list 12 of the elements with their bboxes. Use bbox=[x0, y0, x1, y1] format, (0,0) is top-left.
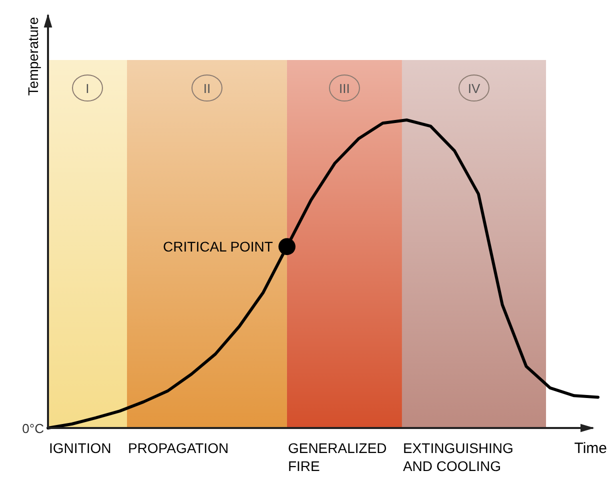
text: IGNITION bbox=[49, 440, 112, 456]
annotation: CRITICAL POINT bbox=[163, 238, 274, 255]
text: II bbox=[203, 81, 211, 96]
text: III bbox=[339, 81, 350, 96]
text: 0°C bbox=[22, 421, 44, 436]
text: I bbox=[86, 81, 90, 96]
y-axis-title: Temperature bbox=[25, 16, 41, 96]
text: IV bbox=[468, 81, 480, 96]
text: PROPAGATION bbox=[128, 440, 229, 456]
text: GENERALIZED FIRE bbox=[288, 440, 387, 474]
text: EXTINGUISHING AND COOLING bbox=[402, 440, 514, 474]
x-axis-title: Time bbox=[574, 440, 607, 457]
